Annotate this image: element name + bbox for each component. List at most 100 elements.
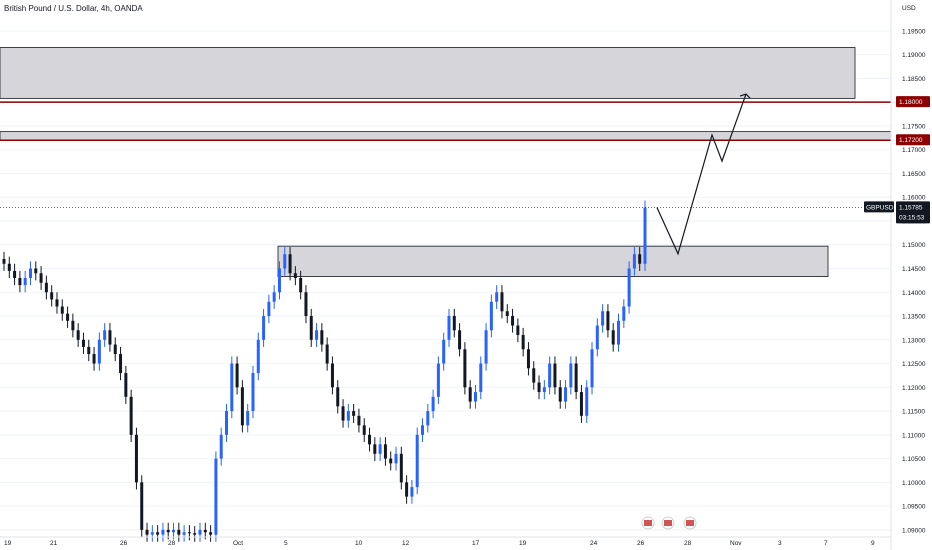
candle-body: [521, 335, 525, 350]
candle-body: [410, 487, 414, 497]
candle-body: [34, 268, 38, 274]
candle-body: [203, 529, 207, 533]
candle-body: [7, 263, 11, 271]
candle-body: [240, 387, 244, 426]
time-tick-label: 26: [637, 540, 645, 547]
time-tick-label: 17: [472, 540, 480, 547]
candle-body: [182, 532, 186, 535]
candle-body: [288, 254, 292, 274]
candle-body: [405, 482, 409, 497]
candle-body: [330, 363, 334, 388]
candle-body: [23, 278, 27, 286]
projection-arrowhead: [739, 93, 751, 99]
candle-body: [60, 306, 64, 314]
candle-body: [643, 207, 647, 264]
candle-body: [399, 453, 403, 483]
price-tick-label: 1.17000: [902, 147, 926, 154]
price-tick-label: 1.11000: [902, 432, 925, 439]
candle-body: [256, 339, 260, 374]
candle-body: [452, 316, 456, 331]
candle-body: [484, 330, 488, 364]
candle-body: [479, 363, 483, 393]
price-tick-label: 1.13000: [902, 337, 926, 344]
candle-body: [564, 387, 568, 402]
candle-body: [389, 458, 393, 464]
candle-body: [113, 344, 117, 355]
candle-body: [87, 346, 91, 355]
price-tick-label: 1.13500: [902, 314, 926, 321]
zone-1: [0, 47, 856, 99]
candle-body: [558, 387, 562, 402]
candle-body: [415, 434, 419, 488]
candle-body: [638, 254, 642, 264]
price-tick-label: 1.16500: [902, 171, 926, 178]
time-tick-label: Oct: [233, 540, 243, 547]
candle-body: [150, 532, 154, 535]
candle-body: [293, 273, 297, 279]
last-price-tag: 1.15785: [899, 204, 923, 211]
candle-body: [166, 529, 170, 533]
candle-body: [622, 306, 626, 321]
last-price-tag-bg: [896, 201, 930, 224]
price-tick-label: 1.18500: [902, 76, 926, 83]
candle-body: [209, 532, 213, 535]
candle-body: [134, 434, 138, 483]
candle-body: [145, 529, 149, 535]
level-2-tag-bg: [896, 134, 930, 146]
price-tick-label: 1.09500: [902, 504, 926, 511]
price-tick-label: 1.09000: [902, 527, 926, 534]
price-tick-label: 1.17500: [902, 123, 926, 130]
candle-body: [569, 363, 573, 388]
candle-body: [495, 292, 499, 302]
time-tick-label: 19: [4, 540, 12, 547]
candle-body: [129, 396, 133, 435]
candle-body: [553, 363, 557, 388]
candle-body: [81, 339, 85, 347]
price-tick-label: 1.14000: [902, 290, 926, 297]
candle-body: [315, 330, 319, 340]
candle-body: [320, 330, 324, 345]
candle-body: [383, 444, 387, 459]
candle-body: [230, 363, 234, 412]
zone-3: [277, 245, 829, 277]
candle-body: [505, 311, 509, 317]
candle-body: [373, 444, 377, 454]
projection-path: [656, 93, 747, 256]
candle-body: [357, 415, 361, 426]
time-tick-label: 9: [871, 540, 875, 547]
candle-body: [595, 325, 599, 350]
candle-body: [246, 411, 250, 426]
symbol-tag-bg: [864, 201, 894, 213]
candle-body: [601, 311, 605, 326]
time-tick-label: 5: [284, 540, 288, 547]
candle-body: [193, 533, 197, 535]
candle-body: [277, 268, 281, 293]
candle-body: [362, 425, 366, 435]
candle-body: [304, 292, 308, 317]
candle-body: [463, 349, 467, 388]
candle-body: [97, 339, 101, 364]
candle-body: [44, 282, 48, 293]
candle-body: [542, 387, 546, 393]
candle-body: [447, 316, 451, 340]
candle-body: [2, 258, 6, 264]
candle-body: [76, 330, 80, 340]
candle-body: [309, 316, 313, 340]
countdown-tag: 03:15:53: [899, 214, 925, 221]
candle-body: [511, 316, 515, 326]
candle-body: [283, 254, 287, 269]
zone-2: [0, 131, 892, 141]
candle-body: [426, 411, 430, 426]
time-tick-label: 24: [590, 540, 598, 547]
candle-body: [537, 382, 541, 393]
price-tick-label: 1.11500: [902, 409, 925, 416]
candle-body: [590, 349, 594, 388]
level-2-tag: 1.17200: [899, 137, 923, 144]
time-tick-label: 19: [519, 540, 527, 547]
price-tick-label: 1.15000: [902, 242, 926, 249]
candle-body: [198, 529, 202, 535]
candle-body: [299, 278, 303, 293]
candle-body: [352, 411, 356, 416]
